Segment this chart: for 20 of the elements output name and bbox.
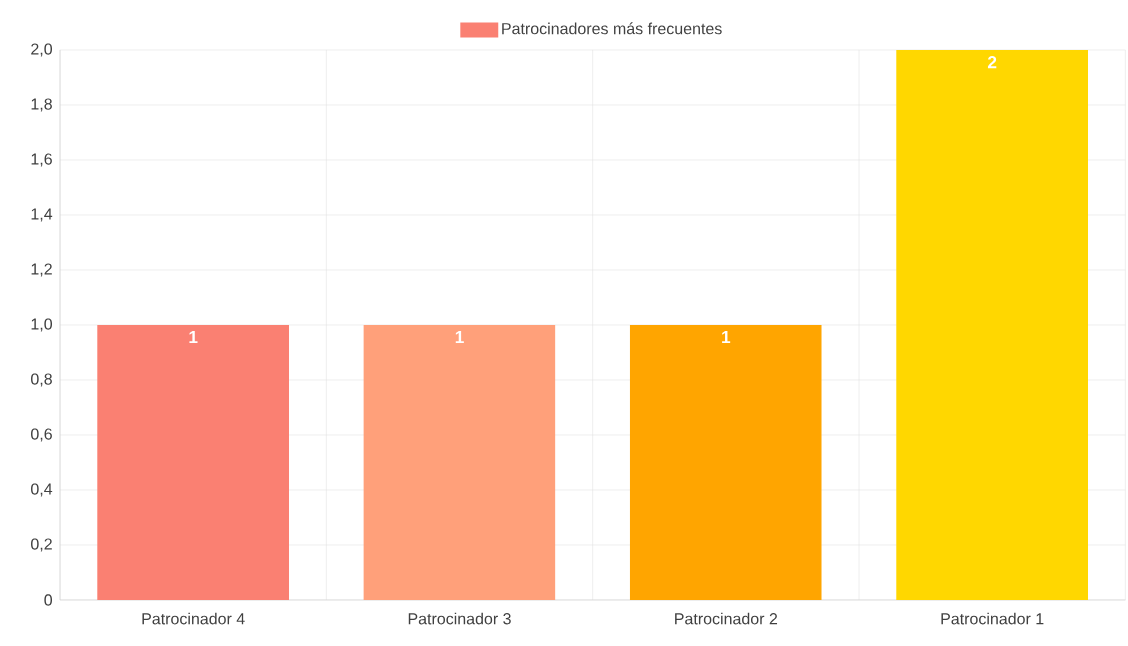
y-tick-label: 0,8 [31,373,52,387]
data-label: 1 [455,331,464,343]
y-tick-label: 0,4 [31,483,53,497]
legend-label: Patrocinadores más frecuentes [502,22,722,35]
y-tick-label: 1,4 [31,208,53,222]
x-tick-label: Patrocinador 1 [941,612,1044,625]
y-tick-label: 1,8 [31,98,52,112]
data-label: 2 [987,56,997,69]
y-tick-label: 0 [44,594,53,606]
y-tick-label: 0,2 [31,538,52,552]
y-tick-label: 1,0 [31,318,53,332]
x-tick-label: Patrocinador 2 [675,612,778,625]
y-tick-label: 0,6 [31,428,52,442]
y-tick-label: 2,0 [31,43,53,57]
x-tick-label: Patrocinador 4 [142,612,245,625]
data-label: 1 [189,331,198,343]
data-label: 1 [722,331,731,343]
y-tick-label: 1,2 [31,263,52,277]
y-tick-label: 1,6 [31,153,52,167]
x-tick-label: Patrocinador 3 [408,612,511,625]
